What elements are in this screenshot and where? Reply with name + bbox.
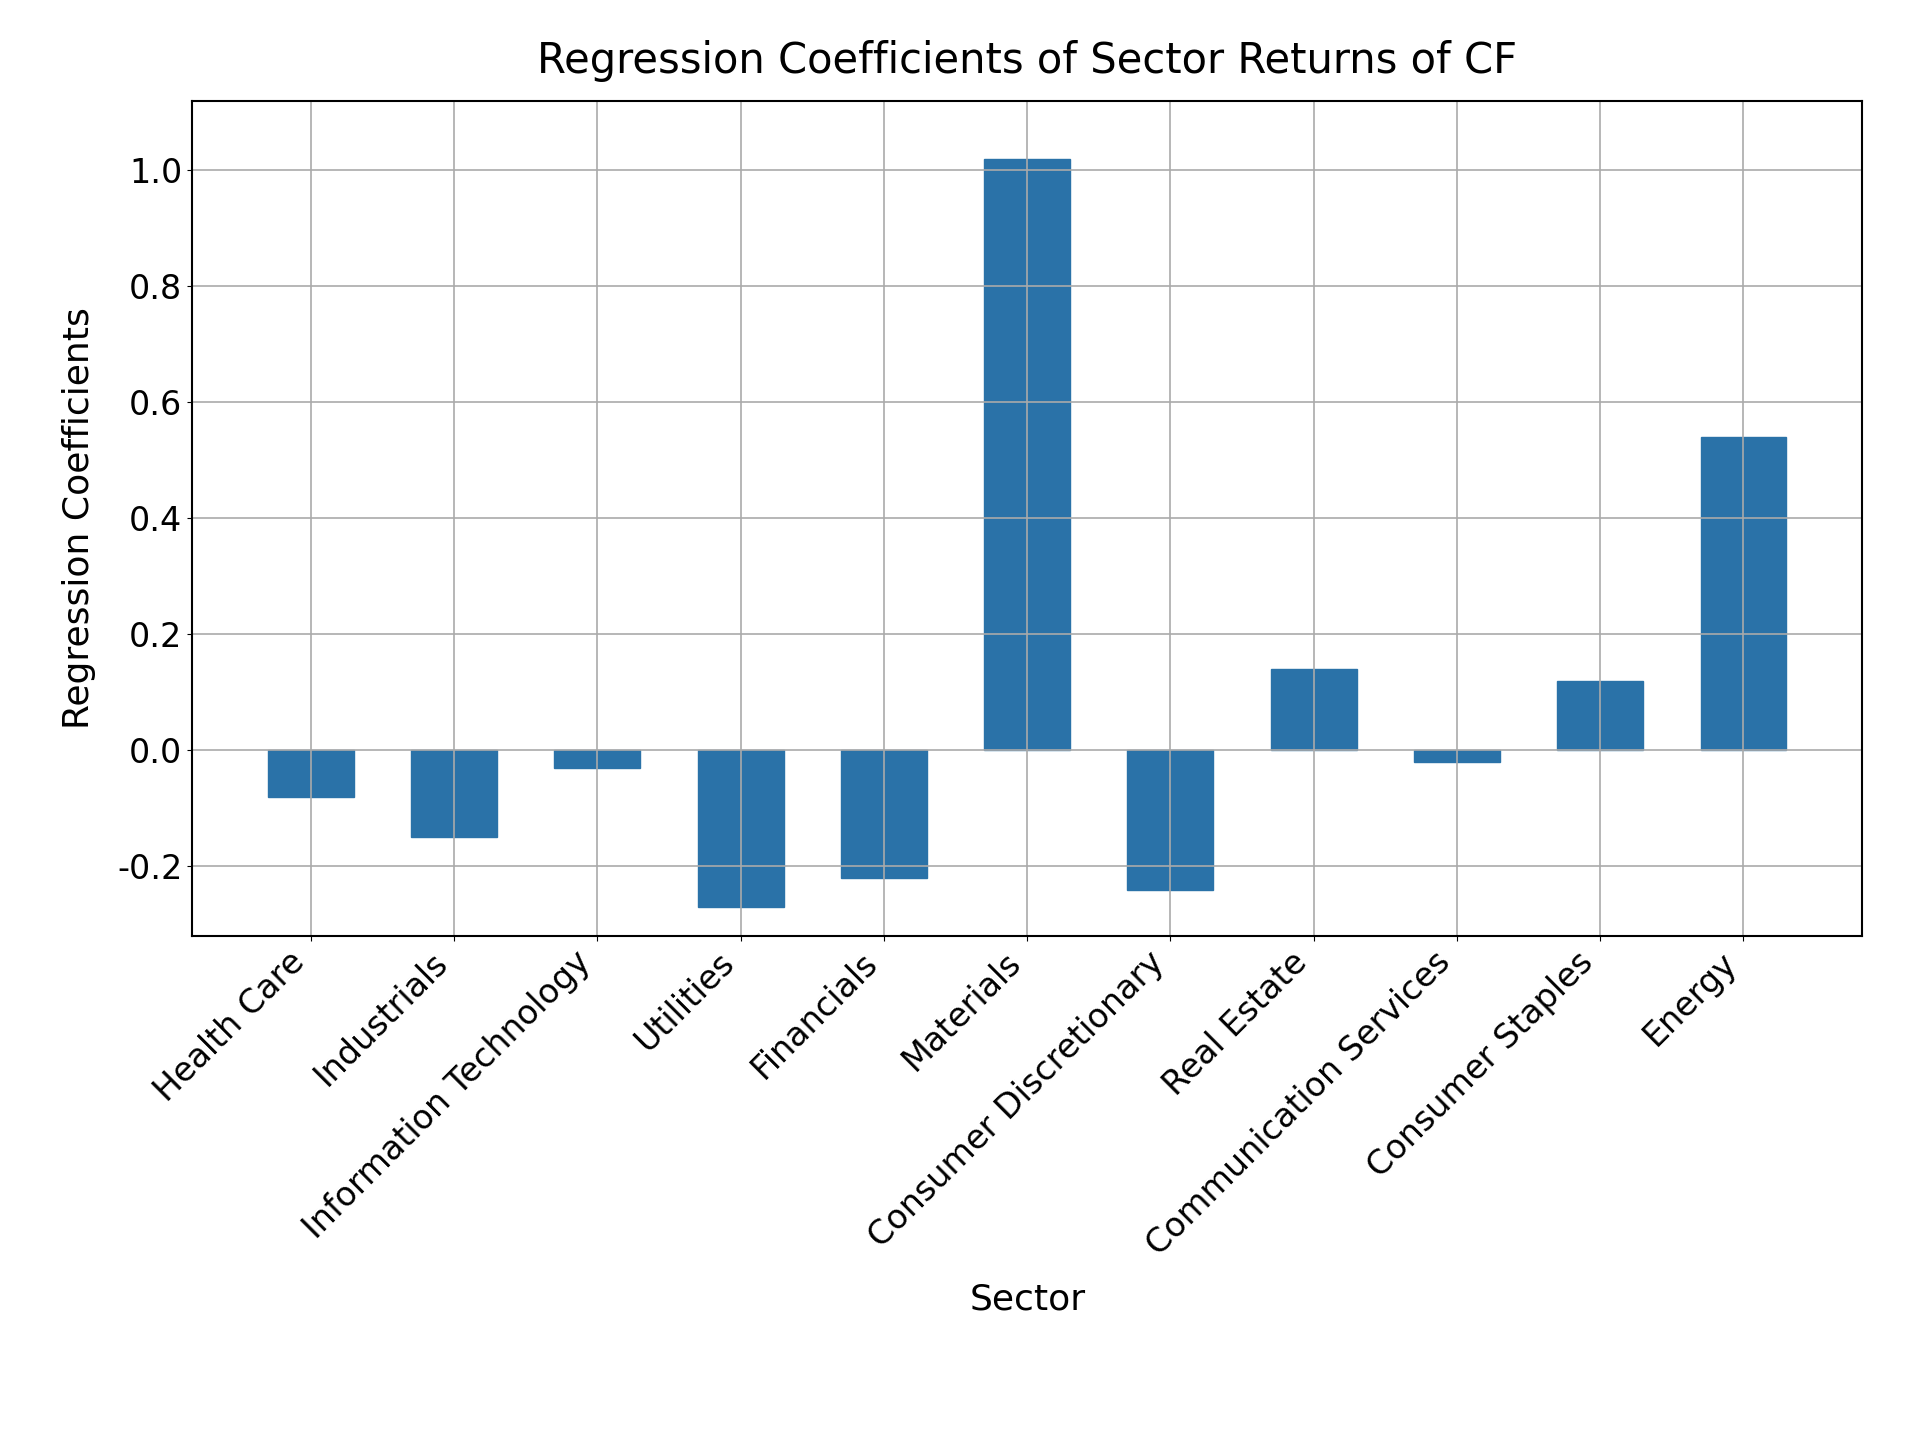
Bar [841, 750, 927, 878]
Bar [1413, 750, 1500, 762]
Y-axis label: Regression Coefficients: Regression Coefficients [61, 308, 96, 729]
Bar [985, 158, 1069, 750]
Bar [1557, 681, 1644, 750]
Bar [697, 750, 783, 907]
Bar [1701, 438, 1786, 750]
Bar [555, 750, 641, 768]
Bar [269, 750, 353, 796]
Bar [1271, 670, 1357, 750]
Title: Regression Coefficients of Sector Returns of CF: Regression Coefficients of Sector Return… [538, 40, 1517, 82]
Bar [411, 750, 497, 838]
X-axis label: Sector: Sector [970, 1283, 1085, 1318]
Bar [1127, 750, 1213, 890]
